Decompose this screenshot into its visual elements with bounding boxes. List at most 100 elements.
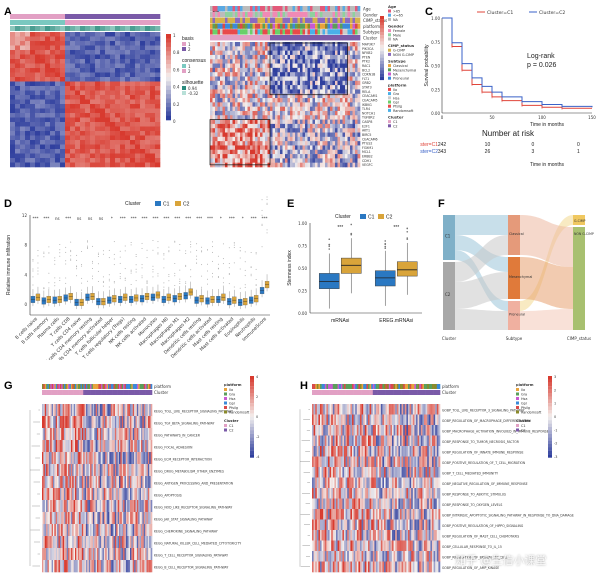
legend-item-label: Hsa xyxy=(393,96,399,100)
outlier-point xyxy=(163,253,165,255)
expression-cell xyxy=(245,110,248,116)
expression-cell xyxy=(237,80,241,86)
expression-cell xyxy=(245,128,248,133)
consensus-cell xyxy=(75,140,81,145)
gsva-cell xyxy=(135,440,138,453)
expression-cell xyxy=(350,149,353,155)
expression-cell xyxy=(230,145,233,151)
consensus-cell xyxy=(130,32,136,37)
expression-cell xyxy=(300,89,303,95)
gsva-cell xyxy=(61,536,63,549)
expression-cell xyxy=(215,80,218,86)
consensus-track-cell xyxy=(75,20,81,25)
expression-cell xyxy=(287,59,291,64)
annotation-track-cell xyxy=(262,17,266,23)
consensus-cell xyxy=(75,45,81,51)
consensus-cell xyxy=(15,86,21,91)
expression-cell xyxy=(280,154,283,159)
expression-cell xyxy=(317,89,321,95)
cluster-track-cell xyxy=(48,390,51,395)
expression-cell xyxy=(297,162,301,168)
expression-cell xyxy=(342,115,346,120)
expression-cell xyxy=(227,76,231,82)
gsva-cell xyxy=(94,476,96,489)
consensus-cell xyxy=(80,144,86,150)
expression-cell xyxy=(317,102,321,107)
consensus-cell xyxy=(95,54,101,60)
gsva-cell xyxy=(136,452,139,465)
consensus-cell xyxy=(105,108,111,114)
annotation-track-cell xyxy=(280,6,283,12)
significance-mark: *** xyxy=(251,216,257,221)
consensus-cell xyxy=(80,81,86,87)
consensus-cell xyxy=(145,59,151,64)
expression-cell xyxy=(247,102,251,107)
annotation-track-cell xyxy=(295,6,298,12)
expression-cell xyxy=(312,149,316,155)
consensus-cell xyxy=(40,99,46,105)
gsva-cell xyxy=(95,440,98,453)
annotation-track-cell xyxy=(310,6,313,12)
expression-cell xyxy=(290,136,293,142)
panel-label-e: E xyxy=(287,198,295,210)
gsva-cell xyxy=(83,416,85,429)
consensus-cell xyxy=(100,144,106,150)
consensus-cell xyxy=(30,135,36,141)
expression-cell xyxy=(312,123,316,129)
expression-cell xyxy=(227,123,231,129)
expression-cell xyxy=(350,158,353,163)
expression-cell xyxy=(347,67,351,73)
gsva-cell xyxy=(59,440,62,453)
consensus-cell xyxy=(100,45,106,51)
expression-cell xyxy=(220,80,223,86)
consensus-cell xyxy=(90,153,96,159)
expression-cell xyxy=(272,54,276,60)
expression-cell xyxy=(325,162,328,168)
annotation-track-cell xyxy=(325,11,328,18)
gsva-cell xyxy=(119,464,121,477)
x-axis-label: Time in months xyxy=(530,122,564,128)
outlier-point xyxy=(244,251,246,253)
consensus-cell xyxy=(120,77,126,82)
expression-cell xyxy=(245,72,248,77)
expression-cell xyxy=(270,76,273,82)
gsva-cell xyxy=(83,428,85,441)
annotation-track-cell xyxy=(237,29,241,35)
expression-cell xyxy=(332,76,336,82)
annotation-track-cell xyxy=(257,17,261,23)
expression-cell xyxy=(245,80,248,86)
consensus-cell xyxy=(75,158,81,163)
platform-track-cell xyxy=(130,384,132,389)
annotation-track-cell xyxy=(337,23,341,29)
gsva-cell xyxy=(53,440,55,453)
expression-cell xyxy=(277,67,281,73)
consensus-cell xyxy=(25,99,31,105)
consensus-cell xyxy=(155,77,161,82)
expression-cell xyxy=(232,46,236,51)
gsva-cell xyxy=(51,464,54,477)
y-tick-label: 0 xyxy=(24,302,27,307)
gsva-cell xyxy=(114,404,117,417)
consensus-cell xyxy=(120,41,126,46)
gsva-cell xyxy=(58,440,61,453)
significance-mark: *** xyxy=(152,216,158,221)
consensus-cell xyxy=(110,99,116,105)
expression-cell xyxy=(265,76,268,82)
expression-cell xyxy=(310,128,313,133)
gsva-cell xyxy=(116,512,118,525)
gsva-cell xyxy=(65,476,68,489)
gene-label: BCL2 xyxy=(362,68,370,72)
consensus-cell xyxy=(55,126,61,132)
gsva-cell xyxy=(117,440,120,453)
expression-cell xyxy=(310,42,313,47)
platform-track-cell xyxy=(98,384,101,389)
consensus-cell xyxy=(115,95,121,100)
expression-cell xyxy=(292,162,296,168)
expression-cell xyxy=(230,98,233,103)
consensus-cell xyxy=(80,54,86,60)
expression-cell xyxy=(307,162,311,168)
consensus-cell xyxy=(80,153,86,159)
expression-cell xyxy=(215,42,218,47)
expression-cell xyxy=(352,145,356,151)
expression-cell xyxy=(317,63,321,69)
